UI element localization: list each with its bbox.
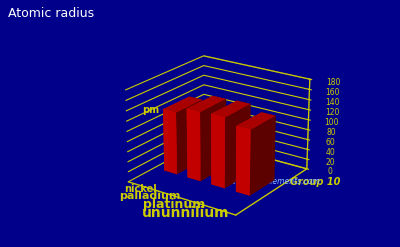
Text: Atomic radius: Atomic radius: [8, 7, 94, 21]
